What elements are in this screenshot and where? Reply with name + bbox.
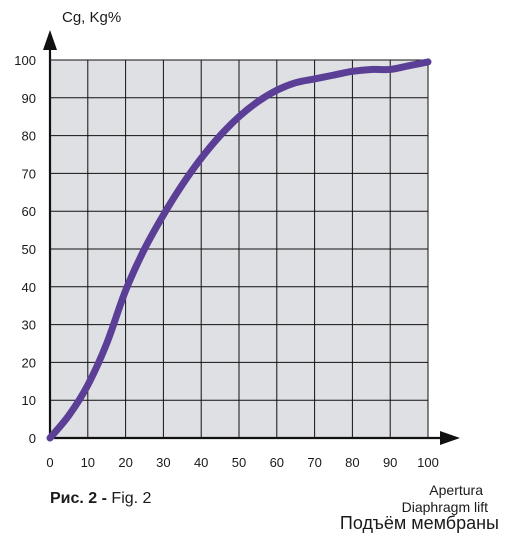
x-tick-label: 50 (232, 455, 246, 470)
x-axis-title-line-3: Подъём мембраны (339, 513, 499, 533)
caption-prefix: Рис. 2 - (50, 490, 107, 507)
y-tick-label: 80 (22, 129, 36, 144)
x-tick-label: 60 (270, 455, 284, 470)
x-tick-label: 10 (81, 455, 95, 470)
x-axis-title-line-1: Apertura (429, 482, 483, 498)
y-tick-label: 0 (29, 431, 36, 446)
series (46, 58, 432, 442)
x-axis-arrow (440, 431, 460, 445)
y-axis-arrow (43, 30, 57, 50)
y-tick-label: 20 (22, 355, 36, 370)
x-tick-labels: 0 10 20 30 40 50 60 70 80 90 100 (46, 455, 438, 470)
caption-text: Fig. 2 (106, 490, 152, 507)
x-tick-label: 70 (307, 455, 321, 470)
figure-caption: Рис. 2 - Fig. 2 (50, 490, 151, 508)
axes (43, 30, 460, 445)
y-tick-label: 10 (22, 393, 36, 408)
grid (50, 59, 429, 438)
y-tick-label: 100 (14, 53, 36, 68)
y-tick-label: 30 (22, 318, 36, 333)
y-tick-label: 50 (22, 242, 36, 257)
y-tick-label: 40 (22, 280, 36, 295)
y-tick-label: 70 (22, 166, 36, 181)
y-tick-labels: 0 10 20 30 40 50 60 70 80 90 100 (14, 53, 36, 446)
x-tick-label: 0 (46, 455, 53, 470)
x-tick-label: 80 (345, 455, 359, 470)
x-tick-label: 90 (383, 455, 397, 470)
x-tick-label: 30 (156, 455, 170, 470)
x-tick-label: 100 (417, 455, 439, 470)
x-tick-label: 40 (194, 455, 208, 470)
series-line (46, 58, 432, 442)
y-tick-label: 90 (22, 91, 36, 106)
y-tick-label: 60 (22, 204, 36, 219)
x-tick-label: 20 (118, 455, 132, 470)
x-axis-title-line-2: Diaphragm lift (401, 499, 488, 515)
y-axis-title: Cg, Kg% (62, 9, 121, 26)
